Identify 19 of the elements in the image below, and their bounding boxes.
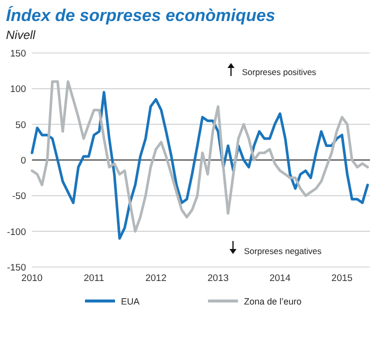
x-tick-label: 2012 <box>145 273 166 284</box>
x-tick-label: 2011 <box>84 273 104 284</box>
y-tick-label: 50 <box>15 120 26 131</box>
annotation: Sorpreses negatives <box>244 246 322 256</box>
y-tick-label: -50 <box>12 191 26 202</box>
y-axis-title: Nivell <box>6 28 36 42</box>
y-tick-label: 0 <box>20 156 26 166</box>
x-tick-label: 2015 <box>331 273 353 284</box>
chart-title: Índex de sorpreses econòmiques <box>6 5 276 25</box>
y-tick-label: -150 <box>6 262 26 274</box>
legend-label: Zona de l’euro <box>244 296 302 306</box>
y-tick-label: 100 <box>10 84 26 96</box>
x-tick-label: 2010 <box>21 273 43 284</box>
y-tick-label: -100 <box>6 226 26 238</box>
legend-label: EUA <box>121 296 140 306</box>
x-tick-label: 2013 <box>207 273 229 284</box>
y-tick-label: 150 <box>10 48 26 60</box>
x-tick-label: 2014 <box>269 273 291 284</box>
annotation: Sorpreses positives <box>242 67 316 77</box>
